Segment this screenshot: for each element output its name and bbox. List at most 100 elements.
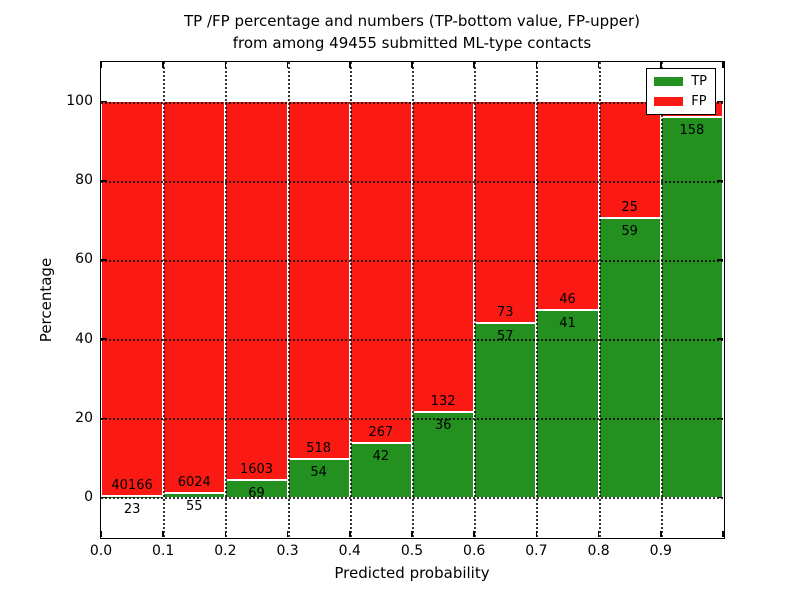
fp-count-label: 46 [559, 291, 576, 307]
fp-bar-segment [413, 101, 474, 413]
fp-count-label: 518 [306, 441, 332, 457]
fp-bar-segment [226, 101, 287, 482]
x-tick [535, 62, 538, 68]
tp-count-label: 55 [186, 498, 203, 514]
y-tick-label: 20 [75, 409, 93, 426]
tp-count-label: 42 [372, 448, 390, 464]
x-tick [162, 531, 164, 537]
y-tick [717, 180, 723, 182]
x-tick [349, 62, 351, 68]
x-gridline [660, 62, 663, 537]
tp-bar-segment [164, 493, 225, 498]
y-tick [717, 259, 723, 261]
tp-bar-segment [475, 323, 536, 498]
tp-bar-segment [350, 443, 411, 498]
tp-count-label: 41 [559, 315, 576, 331]
stacked-bar-0.2 [225, 101, 288, 498]
x-gridline [412, 62, 414, 537]
x-tick [535, 531, 538, 537]
y-tick [717, 417, 723, 419]
x-gridline [163, 62, 166, 537]
x-tick [286, 62, 289, 68]
x-tick [224, 62, 227, 68]
x-tick [660, 531, 662, 537]
x-tick [597, 62, 600, 68]
x-axis-label: Predicted probability [334, 564, 490, 582]
fp-count-label: 73 [497, 304, 514, 320]
x-tick [224, 531, 227, 537]
x-tick [597, 531, 600, 537]
x-tick [100, 531, 102, 537]
tp-bar-segment [288, 460, 349, 498]
x-tick [100, 62, 102, 68]
tp-count-label: 36 [434, 417, 452, 433]
x-tick-label: 0.1 [152, 543, 175, 559]
x-tick-label: 0.6 [463, 543, 486, 559]
x-tick [162, 62, 164, 68]
x-gridline [349, 62, 352, 537]
tp-count-label: 54 [310, 465, 327, 481]
plot-area: TP FP 40166 23 6024 55 1603 69 518 54 267 42 132 36… [99, 60, 725, 539]
stacked-bar-0.6 [474, 101, 537, 498]
y-tick [101, 496, 107, 499]
tp-count-label: 23 [123, 502, 141, 518]
x-tick [411, 62, 413, 68]
fp-bar-segment [599, 101, 660, 220]
stacked-bar-0 [101, 101, 164, 498]
y-tick [101, 100, 107, 103]
legend: TP FP [646, 68, 716, 115]
fp-count-label: 6024 [177, 474, 211, 490]
x-tick [722, 531, 724, 537]
y-tick-label: 40 [75, 330, 93, 347]
tp-bar-segment [226, 481, 287, 498]
x-tick-label: 0.4 [338, 543, 361, 559]
x-tick-label: 0.3 [276, 543, 299, 559]
chart-title-line2: from among 49455 submitted ML-type conta… [232, 33, 592, 52]
y-tick [101, 417, 107, 419]
fp-bar-segment [537, 101, 598, 311]
fp-count-label: 267 [368, 424, 394, 440]
stacked-bar-0.7 [536, 101, 599, 498]
y-tick [717, 496, 723, 499]
x-tick [660, 62, 662, 68]
y-tick-label: 60 [75, 251, 93, 268]
x-tick-label: 0.0 [89, 543, 113, 559]
stacked-bar-0.8 [598, 101, 661, 498]
x-tick-label: 0.5 [400, 543, 424, 559]
x-tick-label: 0.2 [214, 543, 237, 559]
x-tick [473, 531, 475, 537]
y-tick [101, 338, 107, 340]
tp-count-label: 57 [497, 328, 514, 344]
y-tick-label: 100 [66, 93, 93, 110]
y-tick [717, 100, 723, 103]
tp-bar-segment [661, 118, 722, 498]
tp-count-label: 59 [621, 224, 638, 240]
x-tick-label: 0.7 [525, 543, 548, 559]
y-tick-label: 0 [84, 488, 93, 505]
x-tick [411, 531, 413, 537]
tp-count-label: 158 [679, 123, 705, 139]
x-gridline [598, 62, 601, 537]
tp-count-label: 69 [248, 486, 265, 502]
legend-item-fp: FP [654, 95, 707, 108]
y-tick-label: 80 [75, 172, 93, 189]
x-gridline [474, 62, 477, 537]
x-tick [473, 62, 475, 68]
x-tick-label: 0.9 [649, 543, 672, 559]
stacked-bar-0.9 [660, 101, 723, 498]
fp-bar-segment [288, 101, 349, 461]
x-tick [286, 531, 289, 537]
fp-count-label: 132 [430, 393, 456, 409]
x-gridline [287, 62, 290, 537]
fp-bar-segment [350, 101, 411, 444]
fp-bar-segment [475, 101, 536, 324]
tp-swatch [654, 77, 684, 86]
fp-count-label: 1603 [239, 462, 274, 478]
chart-title: TP /FP percentage and numbers (TP-bottom… [101, 11, 723, 54]
stacked-bar-0.5 [412, 101, 475, 498]
y-tick [717, 338, 723, 340]
y-tick [101, 180, 107, 182]
tp-bar-segment [413, 412, 474, 498]
tp-bar-segment [537, 310, 598, 498]
legend-label-tp: TP [691, 74, 707, 89]
